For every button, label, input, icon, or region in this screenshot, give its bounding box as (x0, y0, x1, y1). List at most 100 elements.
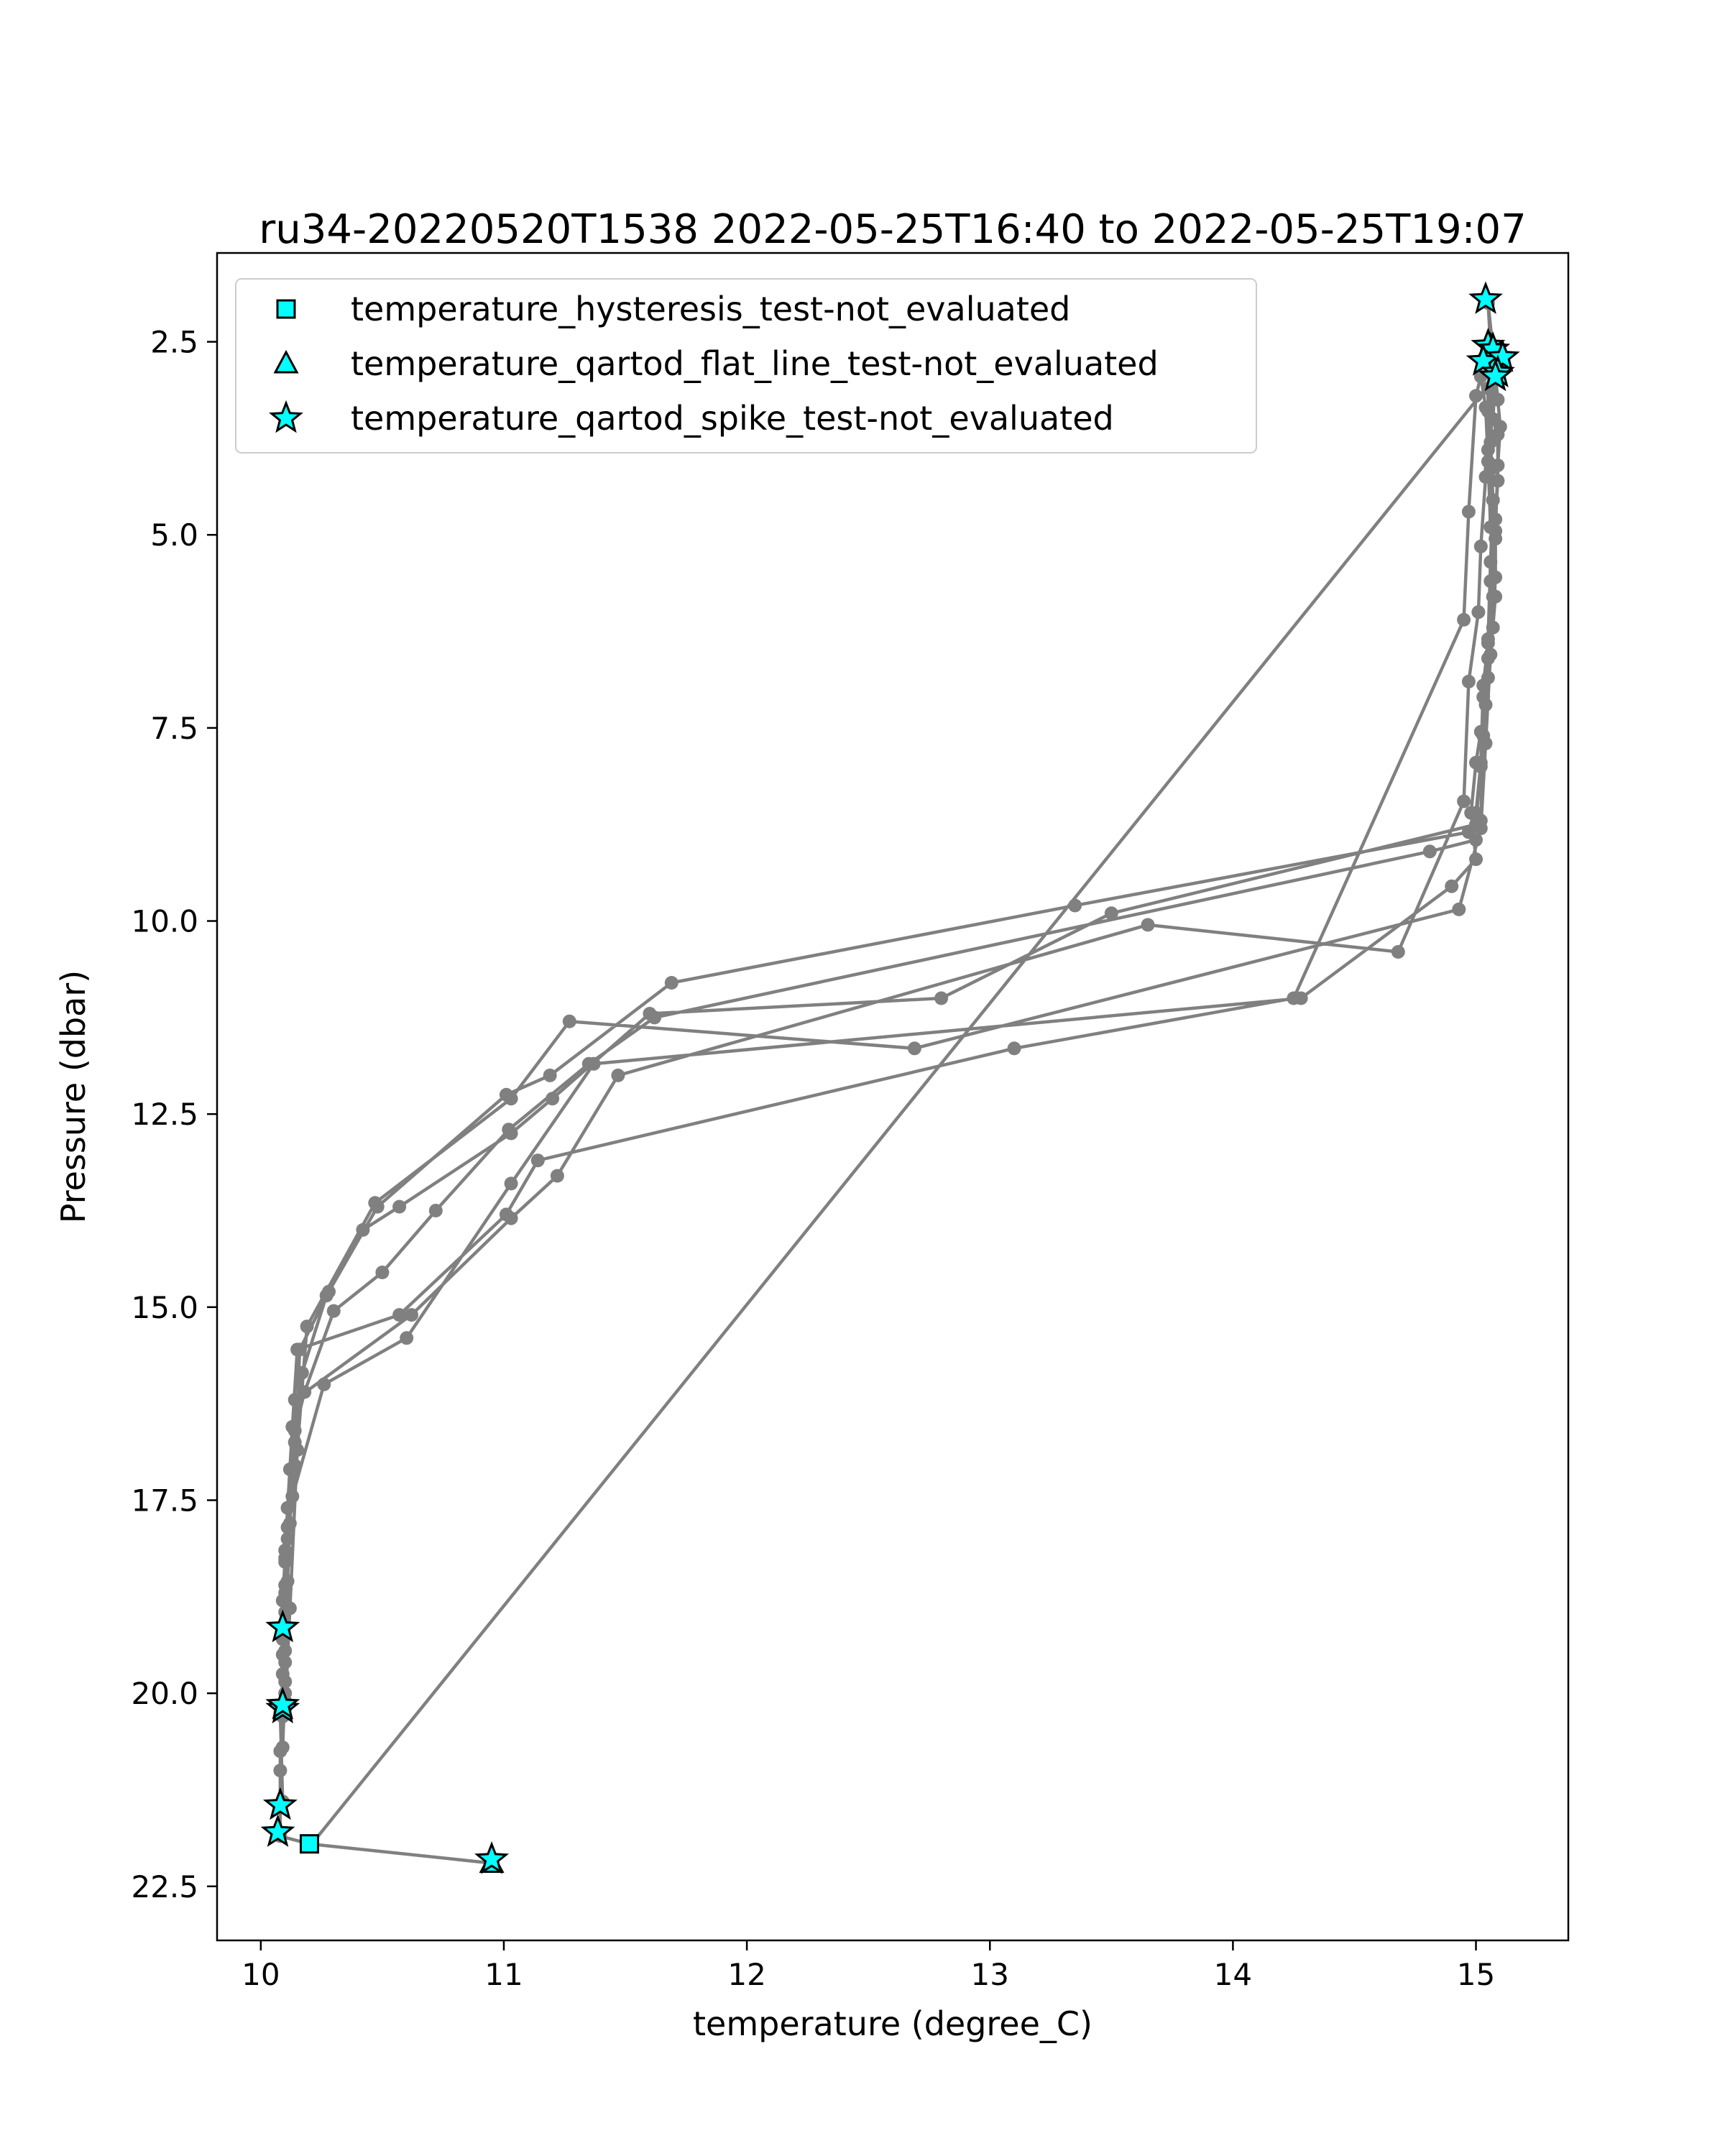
profile-point (290, 1443, 305, 1457)
profile-point (1478, 736, 1493, 750)
star-flag-marker (260, 1814, 295, 1847)
profile-point (298, 1385, 312, 1399)
profile-point (1491, 392, 1505, 407)
x-tick-label: 15 (1457, 1957, 1495, 1992)
profile-point (1461, 825, 1476, 839)
profile-point (1104, 906, 1118, 921)
profile-point (1068, 898, 1082, 913)
profile-point (1445, 879, 1459, 893)
profile-point (1471, 605, 1486, 619)
profile-point (611, 1068, 625, 1082)
profile-point (1484, 574, 1498, 589)
profile-point (934, 991, 949, 1005)
y-tick-label: 2.5 (150, 325, 198, 360)
profile-point (1484, 555, 1498, 569)
profile-point (392, 1199, 407, 1214)
profile-point (1461, 505, 1476, 519)
profile-point (278, 1578, 293, 1593)
profile-point (1473, 755, 1488, 770)
profile-point (643, 1007, 657, 1021)
profile-point (273, 1764, 288, 1778)
plot-frame (216, 252, 1570, 1942)
legend-triangle-marker (273, 349, 299, 374)
profile-point (1391, 945, 1405, 959)
star-flag-marker (1468, 281, 1503, 314)
profile-point (1473, 539, 1488, 553)
profile-point (288, 1393, 302, 1407)
profile-point (295, 1365, 309, 1380)
profile-point (504, 1176, 518, 1191)
profile-point (400, 1331, 414, 1345)
profile-point (499, 1207, 513, 1222)
profile-point (326, 1304, 341, 1318)
profile-point (1476, 678, 1491, 693)
profile-point (1481, 636, 1495, 650)
profile-point (530, 1153, 545, 1168)
profile-point (1452, 902, 1466, 916)
profile-point (562, 1014, 576, 1028)
profile-point (1469, 389, 1483, 403)
y-tick-label: 7.5 (150, 711, 198, 746)
legend-entry-label: temperature_qartod_spike_test-not_evalua… (351, 399, 1114, 438)
profile-point (499, 1087, 513, 1102)
profile-point (300, 1319, 314, 1334)
star-flag-marker (262, 1787, 298, 1820)
profile-point (275, 1667, 290, 1681)
profile-point (1486, 493, 1500, 507)
y-tick-label: 22.5 (131, 1869, 198, 1904)
x-axis-label: temperature (degree_C) (693, 2004, 1092, 2043)
x-tick-label: 14 (1214, 1957, 1252, 1992)
star-flag-marker (1485, 338, 1520, 372)
profile-point (664, 976, 678, 990)
star-flag-marker (265, 1687, 300, 1720)
profile-layer (273, 296, 1507, 1870)
y-axis-label: Pressure (dbar) (54, 970, 93, 1223)
profile-point (317, 1377, 331, 1391)
profile-point (285, 1419, 300, 1434)
profile-point (275, 1740, 290, 1754)
profile-point (356, 1222, 370, 1237)
legend-box (235, 278, 1257, 453)
profile-point (1287, 991, 1301, 1005)
legend-star-marker (269, 400, 303, 433)
profile-point (546, 1092, 560, 1106)
star-flag-marker (1478, 358, 1513, 392)
flag-marker-layer (260, 281, 1520, 1874)
y-tick-label: 20.0 (131, 1676, 198, 1711)
legend-entry-label: temperature_qartod_flat_line_test-not_ev… (351, 344, 1159, 383)
star-flag-marker (474, 1841, 510, 1874)
legend-entries: temperature_hysteresis_test-not_evaluate… (269, 290, 1159, 438)
x-tick-label: 11 (484, 1957, 523, 1992)
profile-point (278, 1644, 293, 1658)
y-axis: 2.5 5.0 7.5 10.0 12.5 15.0 17.5 20.0 22.5 (131, 325, 217, 1904)
legend-square-marker (276, 299, 296, 319)
chart-title: ru34-20220520T1538 2022-05-25T16:40 to 2… (259, 206, 1526, 253)
profile-point (907, 1041, 921, 1056)
legend: temperature_hysteresis_test-not_evaluate… (235, 278, 1257, 453)
y-tick-label: 10.0 (131, 904, 198, 939)
profile-point (1489, 589, 1503, 604)
profile-point (1473, 821, 1488, 836)
profile-point (1484, 648, 1498, 662)
profile-point (405, 1308, 418, 1322)
profile-point (586, 1056, 601, 1071)
profile-point (1473, 724, 1488, 739)
profile-point (370, 1199, 385, 1214)
profile-point (1491, 474, 1505, 488)
profile-point (543, 1068, 557, 1082)
profile-point (504, 1126, 518, 1141)
profile-point (1476, 690, 1491, 704)
profile-point (375, 1266, 390, 1279)
y-tick-label: 12.5 (131, 1097, 198, 1132)
x-tick-label: 12 (727, 1957, 765, 1992)
square-flag-marker (299, 1834, 319, 1854)
profile-point (428, 1204, 443, 1217)
profile-point (1422, 844, 1437, 859)
y-tick-label: 17.5 (131, 1483, 198, 1518)
profile-point (282, 1516, 297, 1531)
profile-point (1461, 674, 1476, 688)
profile-point (392, 1308, 407, 1322)
profile-point (550, 1169, 564, 1183)
profile-point (278, 1551, 293, 1565)
